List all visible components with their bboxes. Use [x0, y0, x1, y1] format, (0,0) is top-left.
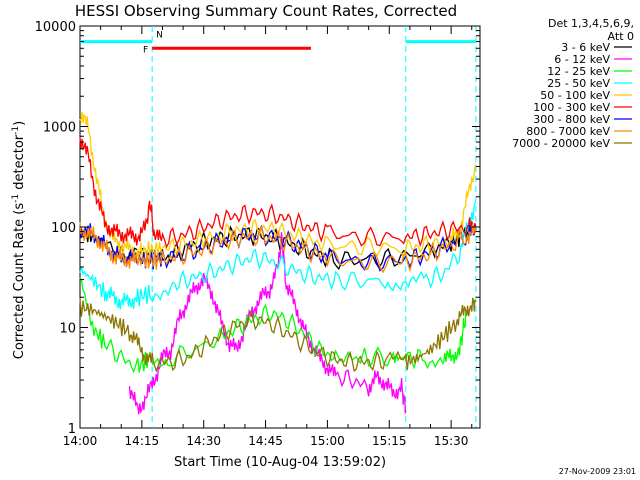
- y-tick-label-0: 1: [68, 422, 76, 437]
- y-tick-label-3: 1000: [43, 121, 76, 136]
- y-axis-ticks: 1 10 100 1000 10000: [35, 20, 480, 437]
- y-axis-label-mid: detector: [12, 134, 27, 194]
- status-bars: NF: [80, 31, 476, 55]
- series-line-4: [79, 111, 477, 261]
- y-tick-label-2: 100: [51, 221, 76, 236]
- x-axis-ticks: 14:00 14:15 14:30 14:45 15:00 15:15 15:30: [63, 26, 473, 448]
- status-bar-label-1: F: [143, 45, 148, 55]
- series-layer: [79, 111, 477, 415]
- x-tick-label-5: 15:15: [372, 434, 407, 448]
- legend-label-8: 7000 - 20000 keV: [512, 137, 610, 150]
- legend-label-6: 300 - 800 keV: [533, 113, 610, 126]
- y-axis-label: Corrected Count Rate (s-1 detector-1): [11, 121, 27, 359]
- x-axis-label: Start Time (10-Aug-04 13:59:02): [174, 455, 386, 470]
- legend-label-7: 800 - 7000 keV: [526, 125, 610, 138]
- legend-label-2: 12 - 25 keV: [547, 65, 610, 78]
- series-line-7: [79, 221, 477, 274]
- series-line-3: [79, 201, 477, 310]
- legend-label-5: 100 - 300 keV: [533, 101, 610, 114]
- y-axis-label-sup-1: -1: [11, 194, 21, 203]
- series-line-2: [79, 277, 469, 374]
- legend-header-line-1: Det 1,3,4,5,6,9,: [548, 17, 634, 30]
- chart-title: HESSI Observing Summary Count Rates, Cor…: [75, 2, 457, 20]
- series-line-8: [79, 297, 477, 373]
- x-tick-label-3: 14:45: [248, 434, 283, 448]
- series-line-5: [79, 137, 477, 249]
- x-tick-label-6: 15:30: [434, 434, 469, 448]
- legend-header-line-2: Att 0: [608, 30, 634, 43]
- y-axis-label-main: Corrected Count Rate (s: [12, 203, 27, 360]
- y-axis-label-end: ): [12, 121, 27, 126]
- footer-date: 27-Nov-2009 23:01: [559, 467, 636, 476]
- legend-label-3: 25 - 50 keV: [547, 77, 610, 90]
- x-tick-label-4: 15:00: [310, 434, 345, 448]
- y-axis-label-sup-2: -1: [11, 126, 21, 135]
- series-line-1: [128, 232, 407, 415]
- x-tick-label-2: 14:30: [186, 434, 221, 448]
- x-tick-label-0: 14:00: [63, 434, 98, 448]
- y-tick-label-1: 10: [59, 322, 76, 337]
- status-bar-label-0: N: [156, 31, 163, 41]
- legend-label-0: 3 - 6 keV: [561, 41, 610, 54]
- y-tick-label-4: 10000: [35, 20, 76, 35]
- legend-label-4: 50 - 100 keV: [540, 89, 610, 102]
- legend-label-1: 6 - 12 keV: [554, 53, 610, 66]
- x-tick-label-1: 14:15: [125, 434, 160, 448]
